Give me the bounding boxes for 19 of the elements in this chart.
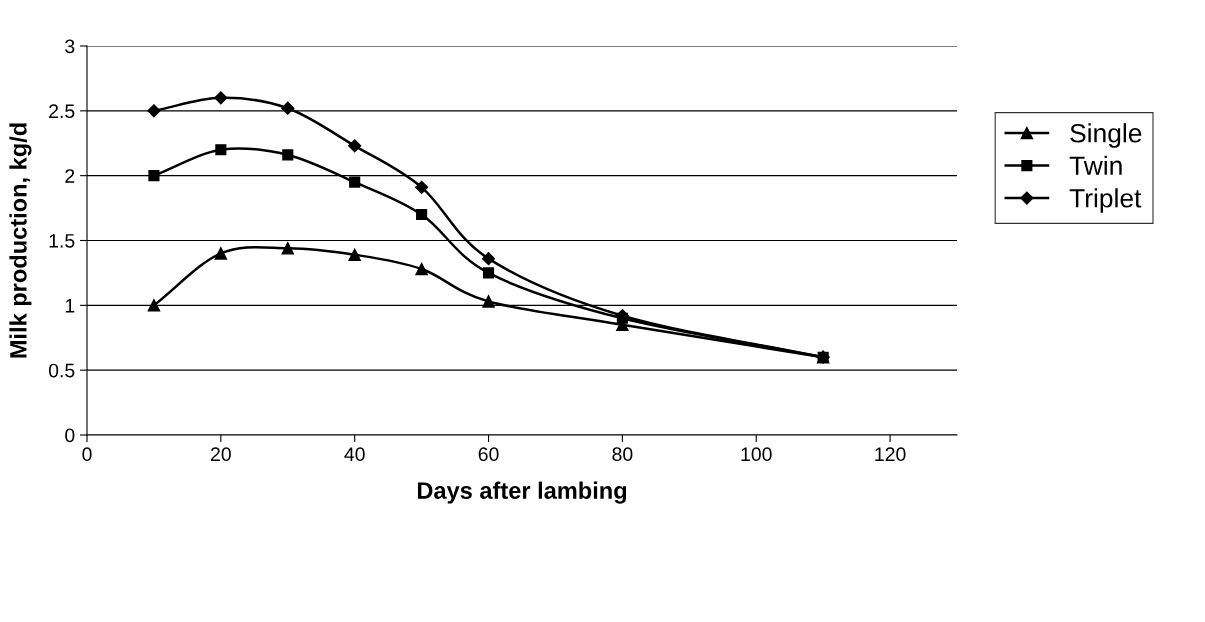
x-tick-label: 80 [612, 447, 633, 462]
y-tick-label: 3 [65, 39, 75, 54]
y-tick-label: 0 [65, 428, 75, 443]
legend-label: Triplet [1069, 188, 1142, 213]
x-tick-label: 0 [82, 447, 92, 462]
x-tick-label: 20 [211, 447, 231, 462]
x-tick-label: 120 [875, 447, 906, 462]
y-tick-label: 2.5 [49, 104, 75, 119]
legend-label: Single [1070, 123, 1142, 148]
x-tick-label: 40 [344, 447, 365, 462]
y-tick-label: 0.5 [48, 363, 75, 378]
x-tick-label: 100 [741, 447, 772, 462]
x-axis-title: Days after lambing [417, 481, 627, 504]
x-tick-label: 60 [478, 447, 499, 462]
y-tick-label: 2 [65, 169, 75, 183]
y-tick-label: 1 [65, 299, 75, 313]
legend-label: Twin [1069, 155, 1122, 175]
y-axis-title: Milk production, kg/d [9, 123, 32, 358]
y-tick-label: 1.5 [49, 234, 75, 248]
